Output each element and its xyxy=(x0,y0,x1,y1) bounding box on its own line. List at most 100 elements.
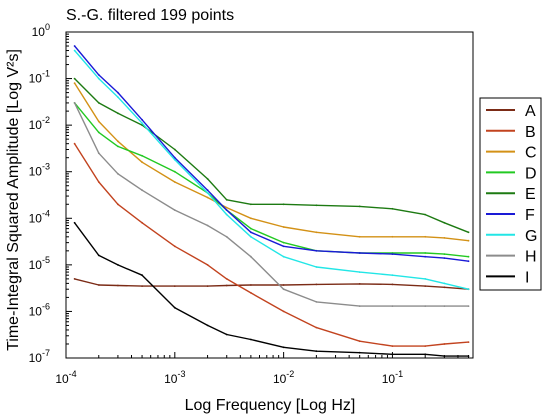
series-point-h xyxy=(117,172,119,175)
series-point-g xyxy=(282,255,285,258)
series-point-h xyxy=(315,301,318,303)
x-axis-title: Log Frequency [Log Hz] xyxy=(185,397,356,414)
series-point-b xyxy=(315,326,318,329)
y-tick-label: 100 xyxy=(32,22,50,39)
series-point-b xyxy=(97,181,100,183)
series-point-i xyxy=(206,324,209,327)
series-point-f xyxy=(73,45,76,47)
series-point-d xyxy=(443,253,446,256)
series-point-f xyxy=(282,245,285,248)
series-point-g xyxy=(250,235,252,238)
series-point-a xyxy=(358,283,361,285)
series-point-b xyxy=(225,278,228,280)
chart-title: S.-G. filtered 199 points xyxy=(66,7,234,24)
series-point-f xyxy=(141,118,144,121)
series-point-g xyxy=(443,282,446,285)
series-point-b xyxy=(424,345,427,347)
series-point-i xyxy=(73,221,76,224)
series-point-g xyxy=(141,122,144,125)
y-tick-label: 10-6 xyxy=(29,301,50,318)
legend-label-b: B xyxy=(525,124,536,141)
series-point-c xyxy=(467,239,470,242)
series-point-a xyxy=(315,283,318,286)
series-point-i xyxy=(117,264,119,266)
y-tick-label: 10-7 xyxy=(29,348,50,365)
series-point-b xyxy=(467,341,470,343)
series-point-b xyxy=(391,345,394,347)
series-point-f xyxy=(358,252,361,254)
series-point-d xyxy=(282,241,285,244)
series-point-g xyxy=(97,77,100,80)
series-point-e xyxy=(424,213,427,216)
series-point-e xyxy=(73,77,76,80)
y-axis-title: Time-Integral Squared Amplitude [Log V²s… xyxy=(5,49,22,351)
series-point-g xyxy=(467,288,470,291)
series-point-d xyxy=(424,252,427,254)
series-point-g xyxy=(225,213,228,216)
series-point-a xyxy=(282,284,285,286)
series-point-e xyxy=(173,148,176,151)
series-point-h xyxy=(206,224,209,227)
series-point-a xyxy=(391,283,394,286)
x-tick-label: 10-2 xyxy=(273,369,294,386)
y-tick-label: 10-5 xyxy=(29,255,50,272)
y-tick-label: 10-1 xyxy=(29,69,50,86)
series-point-d xyxy=(117,145,119,148)
series-point-f xyxy=(250,231,252,234)
series-point-c xyxy=(424,235,427,238)
series-point-a xyxy=(97,284,100,286)
series-point-h xyxy=(358,305,361,307)
series-point-d xyxy=(250,227,252,230)
series-point-c xyxy=(282,226,285,228)
series-point-a xyxy=(73,278,76,280)
series-point-d xyxy=(141,154,144,157)
series-point-h xyxy=(467,305,470,307)
series-point-f xyxy=(443,257,446,259)
series-point-g xyxy=(206,192,209,194)
series-point-f xyxy=(206,189,209,192)
series-point-g xyxy=(424,278,427,280)
series-point-i xyxy=(250,338,252,341)
series-point-e xyxy=(443,221,446,224)
series-point-a xyxy=(225,284,228,287)
series-point-b xyxy=(443,343,446,345)
series-point-e xyxy=(206,178,209,180)
series-point-b xyxy=(206,264,209,266)
y-tick-label: 10-3 xyxy=(29,162,50,179)
series-point-h xyxy=(225,235,228,238)
series-point-h xyxy=(173,209,176,212)
series-point-c xyxy=(358,235,361,238)
series-point-a xyxy=(141,285,144,287)
series-point-b xyxy=(358,340,361,343)
series-point-i xyxy=(424,353,427,356)
x-tick-label: 10-3 xyxy=(164,369,185,386)
series-point-h xyxy=(391,305,394,307)
series-point-e xyxy=(391,207,394,210)
series-point-h xyxy=(73,102,76,104)
series-point-h xyxy=(97,152,100,155)
series-point-c xyxy=(141,161,144,164)
y-tick-label: 10-4 xyxy=(29,208,50,225)
legend-label-i: I xyxy=(525,269,529,286)
series-point-g xyxy=(315,266,318,268)
series-point-g xyxy=(173,158,176,161)
series-point-d xyxy=(467,255,470,258)
legend-label-d: D xyxy=(525,165,537,182)
series-point-f xyxy=(97,74,100,76)
legend-label-c: C xyxy=(525,145,537,162)
series-layer xyxy=(73,45,470,357)
series-point-c xyxy=(443,237,446,239)
series-point-a xyxy=(117,284,119,287)
series-point-h xyxy=(141,189,144,192)
series-point-h xyxy=(282,288,285,291)
series-point-f xyxy=(117,91,119,94)
series-point-c xyxy=(391,235,394,238)
series-point-a xyxy=(206,285,209,287)
series-point-a xyxy=(443,286,446,289)
x-tick-label: 10-4 xyxy=(55,369,76,386)
series-point-h xyxy=(443,305,446,307)
series-point-a xyxy=(250,284,252,286)
